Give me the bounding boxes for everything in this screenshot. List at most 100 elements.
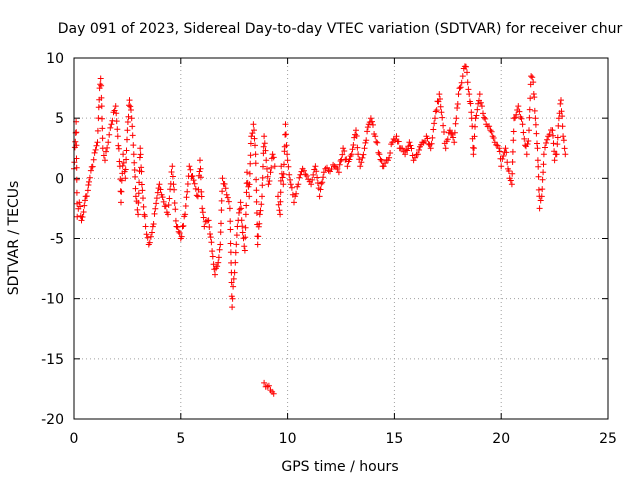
data-point <box>139 187 146 194</box>
data-point <box>412 154 418 161</box>
data-point <box>259 193 265 200</box>
data-point <box>335 169 342 176</box>
data-point <box>230 275 237 282</box>
data-point <box>83 193 90 200</box>
data-point <box>130 142 137 149</box>
data-point <box>224 194 231 201</box>
data-point <box>459 73 466 80</box>
data-point <box>534 157 541 164</box>
data-point <box>247 160 254 167</box>
data-point <box>465 86 472 93</box>
data-point <box>288 184 295 191</box>
data-point <box>114 126 121 133</box>
data-point <box>135 190 142 197</box>
data-point <box>542 144 548 151</box>
data-point <box>128 107 134 113</box>
data-point <box>104 144 111 151</box>
data-point <box>227 226 234 233</box>
data-point <box>533 130 540 137</box>
data-point <box>102 157 108 164</box>
data-point <box>498 163 505 170</box>
data-point <box>236 209 242 216</box>
data-point <box>364 124 371 131</box>
data-point <box>118 188 125 195</box>
data-point <box>407 142 414 149</box>
data-point <box>364 128 371 135</box>
data-point <box>199 205 206 212</box>
data-point <box>219 175 226 182</box>
data-point <box>247 140 254 147</box>
data-point <box>554 141 561 148</box>
data-point <box>451 139 458 146</box>
data-point <box>128 115 135 122</box>
data-point <box>539 176 546 183</box>
data-point <box>175 228 182 235</box>
data-point <box>471 133 478 140</box>
data-point <box>453 115 460 122</box>
data-point <box>138 168 145 175</box>
data-point <box>529 74 536 81</box>
data-point <box>261 140 268 147</box>
data-point <box>186 163 193 170</box>
data-point <box>214 263 221 270</box>
data-point <box>277 211 284 218</box>
data-point <box>526 106 533 113</box>
data-point <box>442 145 449 152</box>
data-point <box>349 146 356 153</box>
data-point <box>317 186 324 193</box>
data-point <box>122 175 129 182</box>
data-point <box>225 198 232 205</box>
data-point <box>215 259 222 266</box>
data-point <box>210 261 217 268</box>
data-point <box>372 133 379 140</box>
data-point <box>336 161 343 168</box>
data-point <box>504 159 511 166</box>
data-point <box>180 222 187 229</box>
data-point <box>131 167 138 173</box>
data-point <box>153 195 160 202</box>
data-point <box>320 174 327 181</box>
data-point <box>144 234 151 241</box>
data-point <box>135 199 142 206</box>
data-point <box>114 133 121 140</box>
data-point <box>73 189 80 196</box>
data-point <box>276 207 283 214</box>
data-point <box>242 224 249 231</box>
data-point <box>518 115 525 122</box>
data-point <box>466 91 473 98</box>
data-point <box>271 163 278 170</box>
data-point <box>532 121 539 128</box>
data-point <box>284 157 291 164</box>
data-point <box>73 176 80 183</box>
data-point <box>458 79 465 86</box>
data-point <box>287 176 293 183</box>
data-point <box>115 145 122 152</box>
data-point <box>390 136 397 142</box>
data-point <box>262 147 269 154</box>
data-point <box>312 163 319 170</box>
data-point <box>123 156 130 163</box>
data-point <box>198 193 205 200</box>
data-point <box>493 141 500 148</box>
data-point <box>490 135 497 141</box>
data-point <box>260 163 266 170</box>
data-point <box>264 165 270 172</box>
data-point <box>265 181 272 188</box>
data-point <box>217 229 224 236</box>
data-point <box>232 249 239 256</box>
data-point <box>360 151 367 158</box>
data-point <box>251 135 258 142</box>
data-point <box>98 82 105 89</box>
data-point <box>227 218 234 225</box>
data-point <box>253 210 260 216</box>
data-point <box>182 211 189 218</box>
data-point <box>137 151 144 158</box>
data-point <box>197 157 203 164</box>
data-point <box>94 127 101 134</box>
data-point <box>97 81 104 88</box>
data-point <box>149 229 155 236</box>
data-point <box>132 193 139 200</box>
data-point <box>233 241 240 248</box>
data-point <box>284 151 291 158</box>
data-point <box>406 139 413 146</box>
